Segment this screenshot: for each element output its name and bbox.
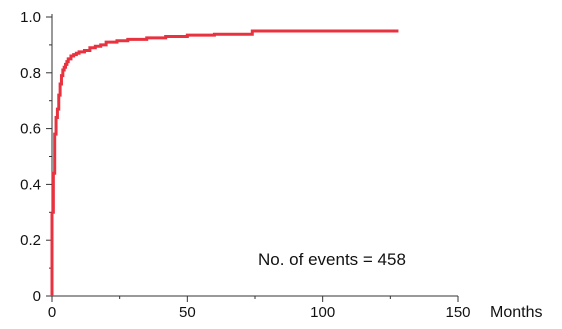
x-tick-label: 50 — [179, 304, 196, 321]
x-tick-label: 0 — [48, 304, 56, 321]
y-tick-label: 0 — [33, 288, 41, 305]
survival-curve — [51, 29, 399, 214]
x-tick-label: 150 — [445, 304, 470, 321]
events-annotation: No. of events = 458 — [258, 250, 406, 269]
x-axis-label: Months — [490, 304, 542, 321]
x-tick-label: 100 — [310, 304, 335, 321]
y-tick-label: 0.2 — [20, 232, 41, 249]
y-tick-label: 0.4 — [20, 176, 41, 193]
ticks: 0 0.2 0.4 0.6 0.8 1.0 0 50 100 150 — [20, 9, 470, 321]
series-group — [50, 29, 399, 296]
y-tick-label: 1.0 — [20, 9, 41, 26]
y-tick-label: 0.8 — [20, 65, 41, 82]
y-tick-label: 0.6 — [20, 121, 41, 138]
